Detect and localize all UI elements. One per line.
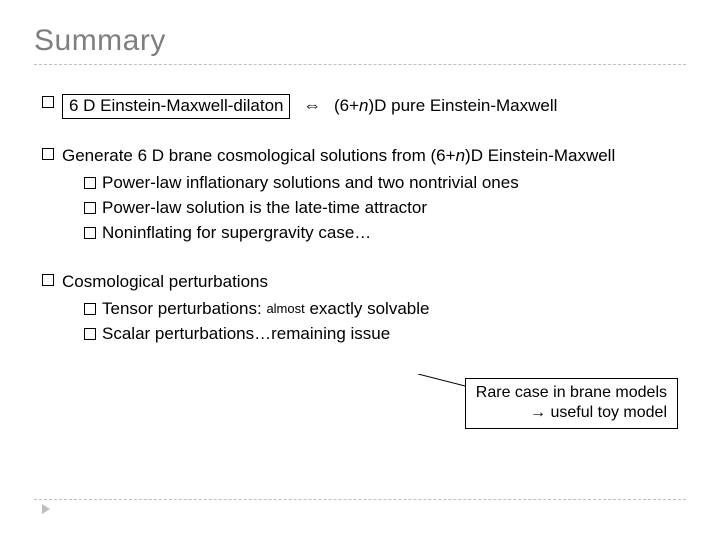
- var-n: n: [456, 146, 465, 165]
- bullet-3-line: Cosmological perturbations: [62, 271, 429, 294]
- sub-text: Power-law solution is the late-time attr…: [102, 198, 427, 217]
- sub-item: Tensor perturbations: almost exactly sol…: [84, 298, 429, 321]
- sub-text: Power-law inflationary solutions and two…: [102, 173, 519, 192]
- sub-item: Noninflating for supergravity case…: [84, 222, 615, 245]
- callout-line2: → useful toy model: [476, 403, 667, 423]
- double-arrow-icon: ⇔: [303, 93, 321, 117]
- play-icon: [42, 504, 50, 514]
- sub-label: Tensor perturbations:: [102, 299, 262, 318]
- sub-rest: exactly solvable: [309, 299, 429, 318]
- checkbox-icon: [84, 227, 96, 239]
- right-arrow-icon: →: [530, 404, 546, 421]
- sub-text: Noninflating for supergravity case…: [102, 223, 371, 242]
- bullet-2-body: Generate 6 D brane cosmological solution…: [62, 145, 615, 245]
- callout-line1: Rare case in brane models: [476, 383, 667, 403]
- callout-box: Rare case in brane models → useful toy m…: [465, 378, 678, 429]
- checkbox-icon: [84, 202, 96, 214]
- text-fragment: )D Einstein-Maxwell: [465, 146, 615, 165]
- checkbox-icon: [42, 96, 54, 108]
- bullet-1: 6 D Einstein-Maxwell-dilaton ⇔ (6+n)D pu…: [42, 93, 686, 119]
- bullet-2-line: Generate 6 D brane cosmological solution…: [62, 145, 615, 168]
- bullet-2: Generate 6 D brane cosmological solution…: [42, 145, 686, 245]
- bullet-3-sublist: Tensor perturbations: almost exactly sol…: [62, 298, 429, 346]
- divider-top: [34, 64, 686, 65]
- checkbox-icon: [42, 148, 54, 160]
- sub-small: almost: [266, 301, 304, 316]
- slide-title: Summary: [34, 24, 686, 58]
- sub-item: Power-law inflationary solutions and two…: [84, 172, 615, 195]
- boxed-term: 6 D Einstein-Maxwell-dilaton: [62, 94, 290, 119]
- sub-item: Scalar perturbations…remaining issue: [84, 323, 429, 346]
- content-area: 6 D Einstein-Maxwell-dilaton ⇔ (6+n)D pu…: [34, 93, 686, 346]
- slide: Summary 6 D Einstein-Maxwell-dilaton ⇔ (…: [0, 0, 720, 540]
- text-fragment: Generate 6 D brane cosmological solution…: [62, 146, 456, 165]
- checkbox-icon: [42, 274, 54, 286]
- bullet-3-body: Cosmological perturbations Tensor pertur…: [62, 271, 429, 346]
- divider-bottom: [34, 499, 686, 500]
- bullet-1-body: 6 D Einstein-Maxwell-dilaton ⇔ (6+n)D pu…: [62, 93, 557, 119]
- text-fragment: (6+: [334, 96, 359, 115]
- callout-line2-text: useful toy model: [546, 404, 667, 421]
- bullet-1-right: (6+n)D pure Einstein-Maxwell: [334, 96, 557, 115]
- bullet-2-sublist: Power-law inflationary solutions and two…: [62, 172, 615, 245]
- checkbox-icon: [84, 177, 96, 189]
- checkbox-icon: [84, 328, 96, 340]
- checkbox-icon: [84, 303, 96, 315]
- text-fragment: )D pure Einstein-Maxwell: [368, 96, 557, 115]
- bullet-3: Cosmological perturbations Tensor pertur…: [42, 271, 686, 346]
- sub-text: Scalar perturbations…remaining issue: [102, 324, 390, 343]
- sub-item: Power-law solution is the late-time attr…: [84, 197, 615, 220]
